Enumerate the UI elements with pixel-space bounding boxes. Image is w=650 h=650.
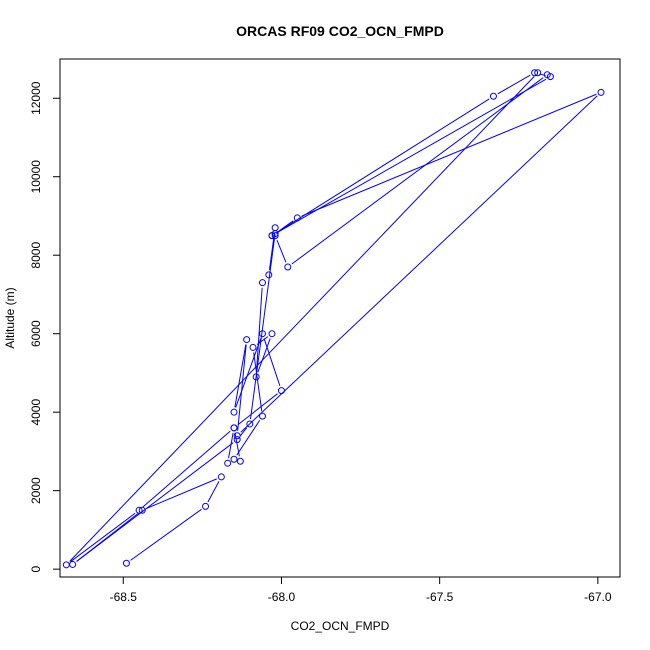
- data-point: [268, 330, 276, 338]
- data-point: [268, 232, 276, 240]
- data-point: [265, 271, 273, 279]
- data-point: [293, 214, 301, 222]
- data-point: [62, 561, 70, 569]
- data-point: [271, 232, 279, 240]
- series-segment: [69, 75, 535, 562]
- series-segment: [239, 427, 248, 437]
- series-segment: [291, 77, 544, 265]
- data-point: [489, 92, 497, 100]
- data-point: [543, 71, 551, 79]
- series-segment: [253, 352, 263, 412]
- data-point: [69, 560, 77, 568]
- series-segment: [255, 287, 263, 372]
- data-point: [243, 336, 251, 344]
- data-point: [246, 420, 254, 428]
- data-point: [217, 473, 225, 481]
- series-segment: [263, 338, 281, 387]
- y-tick-label: 0: [29, 565, 43, 572]
- y-tick-label: 6000: [29, 320, 43, 347]
- data-point: [122, 559, 130, 567]
- series-segment: [130, 508, 202, 561]
- data-point: [271, 224, 279, 232]
- series-segment: [268, 232, 275, 270]
- y-tick-label: 4000: [29, 399, 43, 426]
- data-point: [233, 432, 241, 440]
- y-axis-title: Altitude (m): [3, 287, 17, 348]
- data-point: [135, 506, 143, 514]
- y-tick-label: 2000: [29, 477, 43, 504]
- series-segment: [146, 478, 217, 509]
- data-point: [277, 387, 285, 395]
- data-point: [230, 424, 238, 432]
- x-tick-label: -67.5: [426, 590, 454, 604]
- series-segment: [301, 93, 597, 217]
- data-point: [531, 69, 539, 77]
- data-point: [284, 263, 292, 271]
- series-segment: [234, 344, 247, 408]
- series-segment: [276, 78, 547, 234]
- x-axis: -68.5 -68.0 -67.5 -67.0: [110, 576, 612, 604]
- data-point: [230, 408, 238, 416]
- plot-frame: [59, 58, 621, 578]
- y-tick-label: 10000: [29, 160, 43, 194]
- x-tick-label: -67.0: [584, 590, 612, 604]
- data-point: [597, 88, 605, 96]
- x-tick-label: -68.0: [268, 590, 296, 604]
- data-point: [249, 343, 257, 351]
- data-point: [252, 373, 260, 381]
- y-tick-label: 12000: [29, 81, 43, 115]
- data-point: [224, 459, 232, 467]
- data-point: [233, 436, 241, 444]
- data-point: [230, 455, 238, 463]
- x-axis-title: CO2_OCN_FMPD: [291, 619, 390, 633]
- data-point: [236, 457, 244, 465]
- series-segment: [142, 430, 231, 508]
- data-point: [258, 412, 266, 420]
- series-segment: [76, 442, 234, 562]
- chart-title: ORCAS RF09 CO2_OCN_FMPD: [236, 23, 444, 39]
- data-point: [202, 502, 210, 510]
- data-point: [138, 506, 146, 514]
- series-segment: [257, 338, 271, 373]
- series-segment: [237, 393, 278, 426]
- data-point: [258, 330, 266, 338]
- data-point: [534, 69, 542, 77]
- series-segment: [249, 238, 275, 420]
- series-segment: [207, 481, 220, 503]
- series-segment: [240, 95, 598, 433]
- series-segment: [275, 98, 490, 234]
- series-segment: [70, 512, 136, 563]
- series-segment: [235, 338, 262, 408]
- x-tick-label: -68.5: [110, 590, 138, 604]
- series-segment: [236, 420, 261, 456]
- y-axis: 0 2000 4000 6000 8000 10000 12000: [29, 81, 61, 572]
- series-segment: [497, 74, 531, 95]
- y-tick-label: 8000: [29, 242, 43, 269]
- series-segment: [228, 432, 234, 459]
- data-series: [62, 69, 605, 569]
- data-point: [258, 279, 266, 287]
- series-segment: [237, 344, 247, 431]
- series-segment: [276, 240, 287, 263]
